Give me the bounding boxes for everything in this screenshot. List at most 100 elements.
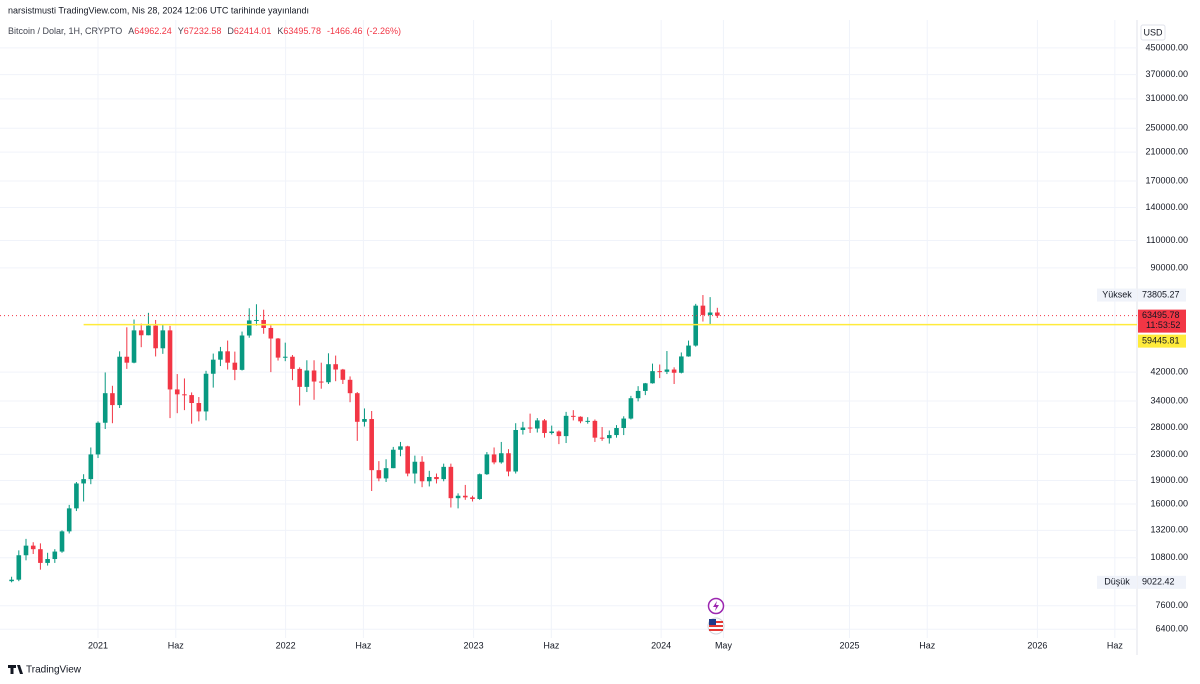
y-tick-label: 370000.00: [1145, 69, 1188, 79]
candle-body: [95, 422, 101, 455]
candle-body: [686, 345, 691, 357]
candle-body: [225, 351, 230, 363]
last-price-box: [1138, 309, 1186, 333]
candle-body: [167, 330, 173, 390]
candle-body: [556, 431, 562, 437]
candle-body: [297, 368, 302, 387]
candles: [9, 295, 720, 583]
candle-body: [412, 461, 418, 474]
candle-body: [362, 419, 367, 422]
countdown: 11:53:52: [1146, 320, 1180, 330]
candle-body: [376, 470, 382, 479]
candle-body: [405, 446, 410, 474]
candle-body: [419, 461, 425, 482]
x-tick-label: Haz: [543, 640, 560, 650]
candle-body: [585, 420, 591, 422]
candle-body: [426, 476, 432, 482]
grid: 450000.00 370000.00 310000.00 250000.00 2100…: [0, 20, 1188, 650]
candle-body: [102, 393, 108, 423]
candle-body: [246, 320, 252, 336]
candle-body: [182, 394, 187, 396]
candle-body: [520, 427, 526, 430]
flag-stripe: [709, 629, 723, 631]
candle-body: [578, 416, 583, 422]
candle-body: [347, 379, 353, 394]
legend-prefix: A: [128, 26, 134, 36]
legend-change: -1466.46: [327, 26, 363, 36]
legend: Bitcoin / Dolar, 1H, CRYPTO A64962.24 Y672…: [8, 26, 401, 36]
legend-value: 63495.78: [283, 26, 321, 36]
candle-body: [498, 453, 504, 463]
high-name-box: [1097, 288, 1137, 302]
y-tick-label: 19000.00: [1150, 475, 1188, 485]
y-tick-label: 10800.00: [1150, 552, 1188, 562]
candle-body: [571, 415, 576, 417]
candle-body: [117, 356, 122, 406]
candle-body: [282, 356, 288, 358]
y-tick-label: 16000.00: [1150, 498, 1188, 508]
candle-body: [527, 427, 533, 429]
candle-body: [448, 466, 454, 499]
candle-body: [470, 497, 475, 499]
y-tick-label: 140000.00: [1145, 202, 1188, 212]
low-name-box: [1097, 575, 1137, 589]
legend-prefix: D: [227, 26, 234, 36]
y-tick-label: 450000.00: [1145, 42, 1188, 52]
y-tick-label: 90000.00: [1150, 262, 1188, 272]
candle-body: [30, 545, 36, 550]
candle-body: [484, 454, 490, 475]
x-tick-label: Haz: [168, 640, 185, 650]
y-tick-label: 170000.00: [1145, 175, 1188, 185]
y-tick-label: 42000.00: [1150, 366, 1188, 376]
candle-body: [455, 495, 461, 499]
brand-name: TradingView: [26, 665, 82, 676]
x-tick-label: 2025: [839, 640, 859, 650]
candle-body: [563, 415, 569, 437]
candle-body: [513, 429, 518, 472]
candle-body: [643, 383, 648, 391]
high-name: Yüksek: [1102, 289, 1132, 299]
candle-body: [9, 579, 14, 582]
legend-prefix: Y: [178, 26, 184, 36]
candle-body: [657, 371, 663, 373]
candle-body: [59, 531, 65, 552]
x-tick-label: 2026: [1027, 640, 1047, 650]
y-tick-label: 23000.00: [1150, 449, 1188, 459]
brand: TradingView: [8, 665, 82, 676]
candle-body: [693, 305, 699, 346]
candle-body: [333, 364, 338, 370]
candle-body: [621, 418, 627, 429]
candle-body: [477, 474, 482, 499]
candle-body: [398, 446, 403, 450]
horizontal-line-label: 59445.81: [1142, 335, 1180, 345]
x-tick-label: 2024: [651, 640, 671, 650]
candle-body: [304, 370, 310, 387]
flag-canton: [709, 619, 716, 625]
publisher: narsistmusti TradingView.com, Nis 28, 20…: [8, 5, 309, 15]
high-value: 73805.27: [1142, 289, 1180, 299]
candle-body: [599, 437, 605, 439]
currency-box[interactable]: [1140, 24, 1166, 41]
candle-body: [326, 364, 331, 383]
x-tick-label: 2021: [88, 640, 108, 650]
low-value-box: [1138, 575, 1186, 589]
y-tick-label: 110000.00: [1146, 235, 1188, 245]
candle-body: [390, 449, 396, 469]
candle-body: [707, 312, 713, 315]
candle-body: [153, 325, 158, 349]
candle-body: [16, 555, 22, 580]
candle-body: [534, 420, 540, 429]
flag-stripe: [709, 625, 723, 627]
candle-body: [218, 351, 223, 360]
candle-body: [592, 420, 598, 438]
last-price-label: 63495.78: [1142, 310, 1180, 320]
candle-body: [614, 428, 619, 436]
candle-body: [275, 338, 281, 358]
candle-body: [254, 319, 259, 321]
x-tick-label: May: [715, 640, 733, 650]
candle-body: [664, 369, 670, 372]
candle-body: [268, 327, 274, 339]
candle-body: [203, 373, 209, 412]
